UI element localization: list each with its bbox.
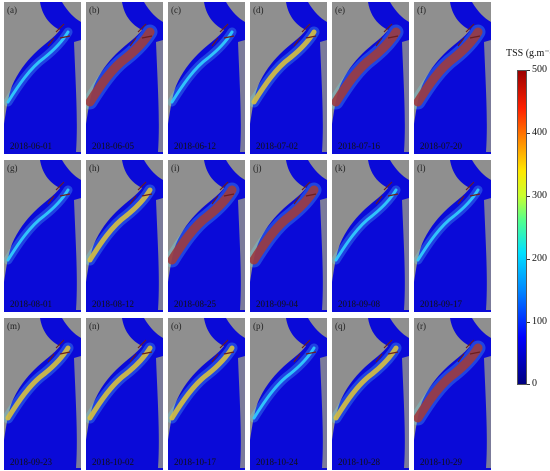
panel-date: 2018-10-17	[174, 457, 216, 467]
colorbar-tick-0: 0	[532, 378, 537, 389]
panel-date: 2018-06-01	[10, 141, 52, 151]
panel-label: (k)	[335, 163, 346, 173]
map-image	[86, 160, 163, 310]
panel-date: 2018-10-02	[92, 457, 134, 467]
map-panel: (b) 2018-06-05	[86, 2, 163, 154]
panel-label: (h)	[89, 163, 100, 173]
tss-map-grid: (a) 2018-06-01 (b) 2018-06-05 (c) 2018-06-12(…	[4, 2, 491, 470]
panel-label: (q)	[335, 321, 346, 331]
map-image	[4, 160, 81, 310]
map-panel: (a) 2018-06-01	[4, 2, 81, 154]
panel-date: 2018-09-04	[256, 299, 298, 309]
panel-label: (e)	[335, 5, 345, 15]
map-image	[414, 318, 491, 468]
panel-label: (r)	[417, 321, 426, 331]
colorbar-tick-500: 500	[532, 64, 547, 75]
map-panel: (g) 2018-08-01	[4, 160, 81, 312]
map-image	[332, 160, 409, 310]
map-image	[332, 2, 409, 152]
map-panel: (d) 2018-07-02	[250, 2, 327, 154]
panel-label: (i)	[171, 163, 180, 173]
panel-date: 2018-06-05	[92, 141, 134, 151]
map-panel: (e) 2018-07-16	[332, 2, 409, 154]
panel-date: 2018-07-16	[338, 141, 380, 151]
colorbar-tick-400: 400	[532, 127, 547, 138]
colorbar-title: TSS (g.m⁻³)	[506, 48, 550, 59]
panel-label: (p)	[253, 321, 264, 331]
map-panel: (r) 2018-10-29	[414, 318, 491, 470]
map-image	[414, 160, 491, 310]
panel-date: 2018-09-17	[420, 299, 462, 309]
map-image	[250, 318, 327, 468]
map-image	[250, 2, 327, 152]
map-image	[168, 318, 245, 468]
map-image	[86, 2, 163, 152]
map-image	[4, 2, 81, 152]
colorbar-tick-200: 200	[532, 253, 547, 264]
panel-date: 2018-10-28	[338, 457, 380, 467]
panel-date: 2018-10-29	[420, 457, 462, 467]
panel-label: (b)	[89, 5, 100, 15]
map-image	[250, 160, 327, 310]
map-panel: (c) 2018-06-12	[168, 2, 245, 154]
panel-label: (f)	[417, 5, 426, 15]
panel-label: (g)	[7, 163, 18, 173]
map-panel: (l) 2018-09-17	[414, 160, 491, 312]
map-panel: (o) 2018-10-17	[168, 318, 245, 470]
panel-label: (o)	[171, 321, 182, 331]
map-panel: (q) 2018-10-28	[332, 318, 409, 470]
map-image	[4, 318, 81, 468]
colorbar-tick-100: 100	[532, 316, 547, 327]
panel-date: 2018-08-01	[10, 299, 52, 309]
map-panel: (k) 2018-09-08	[332, 160, 409, 312]
map-panel: (f) 2018-07-20	[414, 2, 491, 154]
map-panel: (j) 2018-09-04	[250, 160, 327, 312]
map-panel: (n) 2018-10-02	[86, 318, 163, 470]
panel-label: (l)	[417, 163, 426, 173]
panel-label: (a)	[7, 5, 17, 15]
map-image	[332, 318, 409, 468]
panel-label: (d)	[253, 5, 264, 15]
colorbar-tick-300: 300	[532, 190, 547, 201]
panel-date: 2018-07-02	[256, 141, 298, 151]
map-panel: (m) 2018-09-23	[4, 318, 81, 470]
colorbar-gradient	[517, 70, 527, 385]
panel-date: 2018-09-23	[10, 457, 52, 467]
panel-date: 2018-09-08	[338, 299, 380, 309]
panel-date: 2018-07-20	[420, 141, 462, 151]
tss-colorbar: TSS (g.m⁻³) 500 400 300 200 100 0	[500, 0, 550, 471]
map-image	[86, 318, 163, 468]
panel-date: 2018-08-12	[92, 299, 134, 309]
panel-label: (n)	[89, 321, 100, 331]
panel-label: (c)	[171, 5, 181, 15]
panel-label: (m)	[7, 321, 20, 331]
map-image	[414, 2, 491, 152]
map-panel: (p) 2018-10-24	[250, 318, 327, 470]
panel-date: 2018-10-24	[256, 457, 298, 467]
map-panel: (i) 2018-08-25	[168, 160, 245, 312]
map-image	[168, 160, 245, 310]
panel-date: 2018-06-12	[174, 141, 216, 151]
panel-label: (j)	[253, 163, 262, 173]
map-panel: (h) 2018-08-12	[86, 160, 163, 312]
panel-date: 2018-08-25	[174, 299, 216, 309]
map-image	[168, 2, 245, 152]
